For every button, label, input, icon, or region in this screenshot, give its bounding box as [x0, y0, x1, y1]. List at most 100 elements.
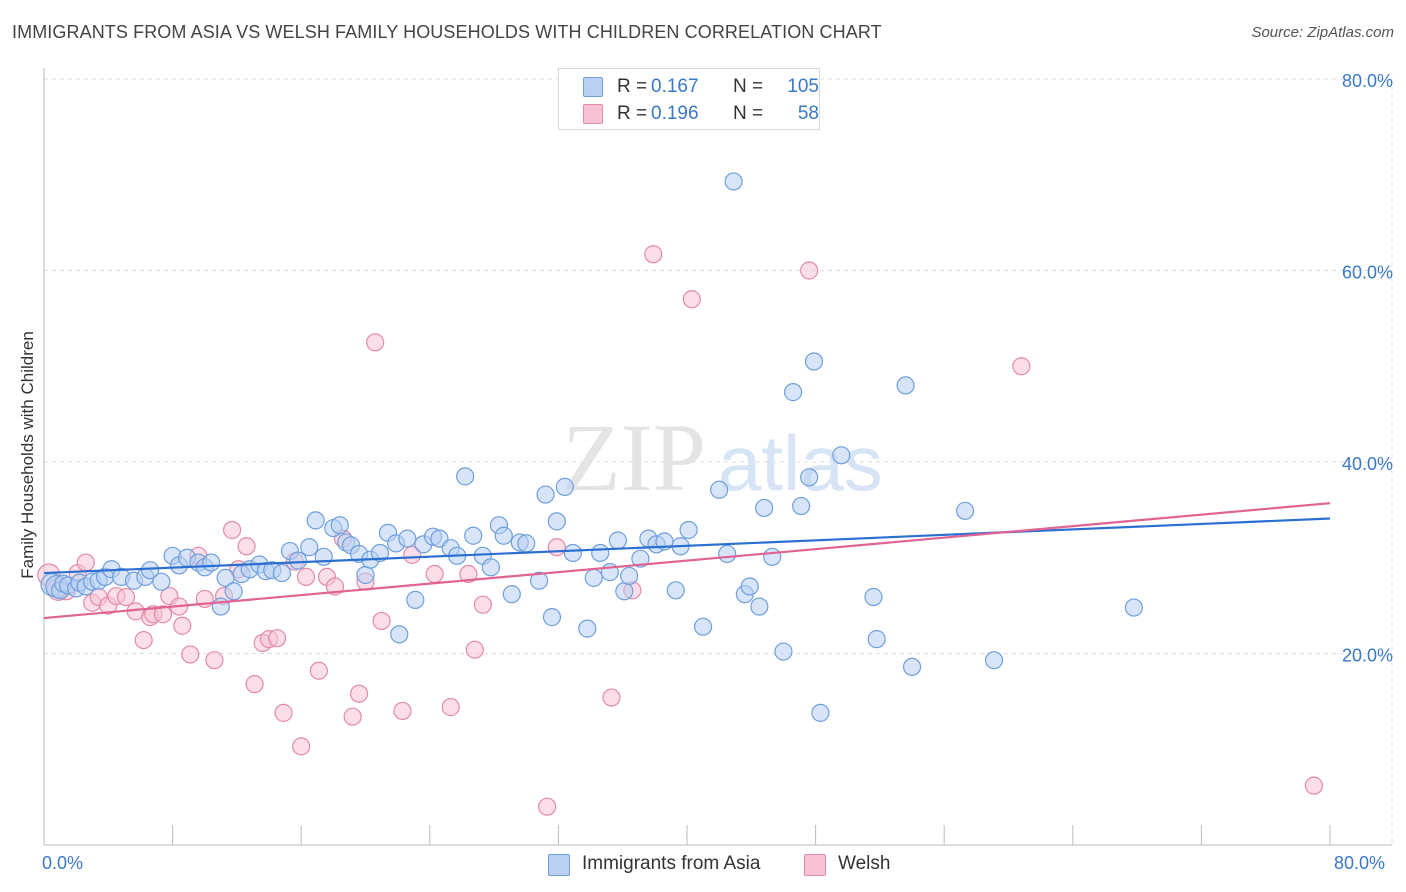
asia-point — [300, 538, 319, 557]
asia-point — [536, 485, 555, 504]
asia-point — [542, 608, 562, 627]
y-tick-label: 40.0% — [1342, 454, 1393, 474]
chart-title: IMMIGRANTS FROM ASIA VS WELSH FAMILY HOU… — [12, 22, 882, 42]
axes — [43, 68, 1392, 846]
asia-point — [718, 544, 737, 564]
asia-point — [864, 587, 883, 607]
asia-points — [40, 172, 1143, 722]
asia-point — [272, 563, 292, 583]
watermark-zip: ZIP — [562, 404, 706, 511]
asia-point — [800, 468, 819, 487]
asia-point — [755, 498, 774, 518]
asia-point — [620, 566, 639, 586]
asia-point — [811, 703, 830, 722]
asia-point — [804, 352, 824, 371]
asia-point — [832, 446, 851, 465]
asia-point — [679, 520, 698, 540]
asia-point — [502, 585, 521, 604]
welsh-point — [459, 564, 478, 584]
welsh-point — [1012, 357, 1031, 376]
asia-point — [902, 657, 922, 677]
welsh-point — [644, 245, 663, 264]
x-tick-label-right: 80.0% — [1334, 853, 1386, 873]
asia-point — [783, 383, 803, 402]
asia-point — [288, 551, 308, 570]
watermark-atlas: atlas — [718, 419, 883, 507]
asia-point — [740, 577, 759, 596]
welsh-point — [473, 595, 492, 614]
welsh-point — [425, 564, 444, 584]
welsh-trend-line — [43, 502, 1331, 620]
legend-r-value: 0.167 — [651, 76, 699, 97]
welsh-point — [547, 538, 566, 557]
asia-point — [955, 501, 975, 520]
y-axis-label: Family Households with Children — [18, 331, 37, 579]
asia-point — [763, 547, 782, 566]
welsh-point — [343, 707, 362, 726]
correlation-legend: R = 0.167 N = 105 R = 0.196 N = 58 — [558, 68, 820, 130]
y-tick-label: 60.0% — [1342, 263, 1393, 283]
welsh-point — [245, 675, 264, 694]
asia-point — [666, 581, 685, 600]
legend-n-label: N = — [733, 76, 764, 97]
asia-point — [750, 597, 769, 616]
welsh-point — [366, 333, 385, 352]
welsh-point — [296, 567, 316, 587]
source-label: Source: ZipAtlas.com — [1251, 24, 1394, 41]
asia-point — [530, 571, 549, 590]
asia-point — [1124, 598, 1143, 617]
welsh-point — [441, 698, 460, 717]
bottom-swatch-asia — [548, 854, 570, 876]
welsh-point — [682, 290, 701, 309]
asia-point — [608, 531, 627, 550]
asia-point — [224, 582, 243, 601]
welsh-point — [393, 701, 412, 721]
asia-point — [202, 553, 221, 572]
asia-point — [464, 526, 483, 545]
welsh-point — [465, 640, 484, 659]
legend-r-label: R = — [617, 76, 648, 97]
asia-point — [896, 376, 915, 395]
welsh-point — [116, 587, 136, 607]
asia-point — [547, 512, 566, 531]
welsh-point — [274, 703, 293, 722]
y-tick-labels: 20.0% 40.0% 60.0% 80.0% — [1342, 71, 1393, 666]
bottom-legend-label-welsh: Welsh — [838, 853, 891, 874]
welsh-point — [372, 611, 391, 631]
legend-r-value: 0.196 — [651, 103, 699, 124]
welsh-point — [292, 737, 311, 756]
legend-swatch-welsh — [583, 104, 603, 124]
legend-n-value: 58 — [797, 103, 819, 124]
welsh-point — [800, 261, 819, 280]
asia-point — [615, 582, 634, 601]
welsh-point — [309, 661, 328, 680]
asia-point — [390, 625, 409, 644]
asia-point — [398, 529, 417, 548]
asia-point — [481, 558, 500, 577]
asia-point — [306, 511, 325, 530]
asia-point — [456, 467, 475, 486]
x-tick-label-left: 0.0% — [42, 853, 84, 873]
y-tick-label: 80.0% — [1342, 71, 1393, 91]
welsh-point — [403, 545, 422, 564]
welsh-point — [134, 630, 153, 650]
welsh-point — [267, 629, 287, 648]
asia-point — [578, 619, 597, 638]
welsh-point — [222, 520, 242, 540]
welsh-point — [237, 537, 256, 556]
asia-point — [494, 526, 513, 545]
bottom-swatch-welsh — [804, 854, 826, 876]
trend-lines — [43, 502, 1331, 620]
welsh-point — [76, 553, 95, 572]
asia-trend-line — [43, 517, 1331, 575]
asia-point — [140, 561, 160, 580]
y-tick-label: 20.0% — [1342, 646, 1393, 666]
legend-n-label: N = — [733, 103, 764, 124]
asia-point — [517, 534, 536, 553]
asia-point — [774, 642, 793, 661]
asia-point — [584, 568, 603, 587]
asia-point — [563, 543, 582, 563]
welsh-point — [349, 684, 369, 703]
asia-point — [792, 496, 811, 516]
